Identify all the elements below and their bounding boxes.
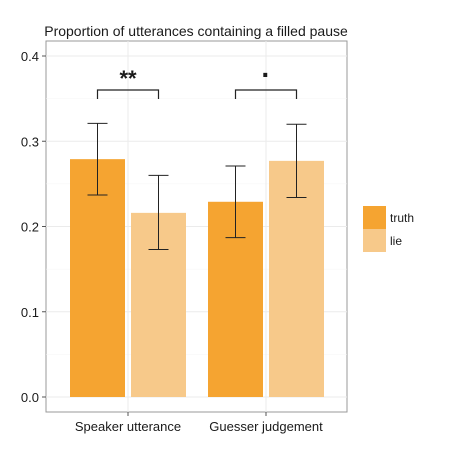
y-tick-label: 0.1 xyxy=(21,305,39,320)
significance-label: ** xyxy=(119,66,137,91)
legend: truth lie xyxy=(363,206,414,252)
legend-item-lie: lie xyxy=(363,229,402,252)
legend-item-truth: truth xyxy=(363,206,414,229)
significance-label: · xyxy=(261,59,270,90)
legend-swatch xyxy=(363,229,386,252)
chart-title: Proportion of utterances containing a fi… xyxy=(44,23,348,39)
x-axis-ticks: Speaker utterance Guesser judgement xyxy=(75,412,323,434)
y-axis-ticks: 0.0 0.1 0.2 0.3 0.4 xyxy=(21,49,46,405)
y-tick-label: 0.4 xyxy=(21,49,39,64)
legend-label: truth xyxy=(390,211,414,225)
x-tick-label: Guesser judgement xyxy=(209,419,323,434)
y-tick-label: 0.0 xyxy=(21,390,39,405)
y-tick-label: 0.3 xyxy=(21,134,39,149)
y-tick-label: 0.2 xyxy=(21,220,39,235)
legend-label: lie xyxy=(390,234,402,248)
x-tick-label: Speaker utterance xyxy=(75,419,181,434)
legend-swatch xyxy=(363,206,386,229)
